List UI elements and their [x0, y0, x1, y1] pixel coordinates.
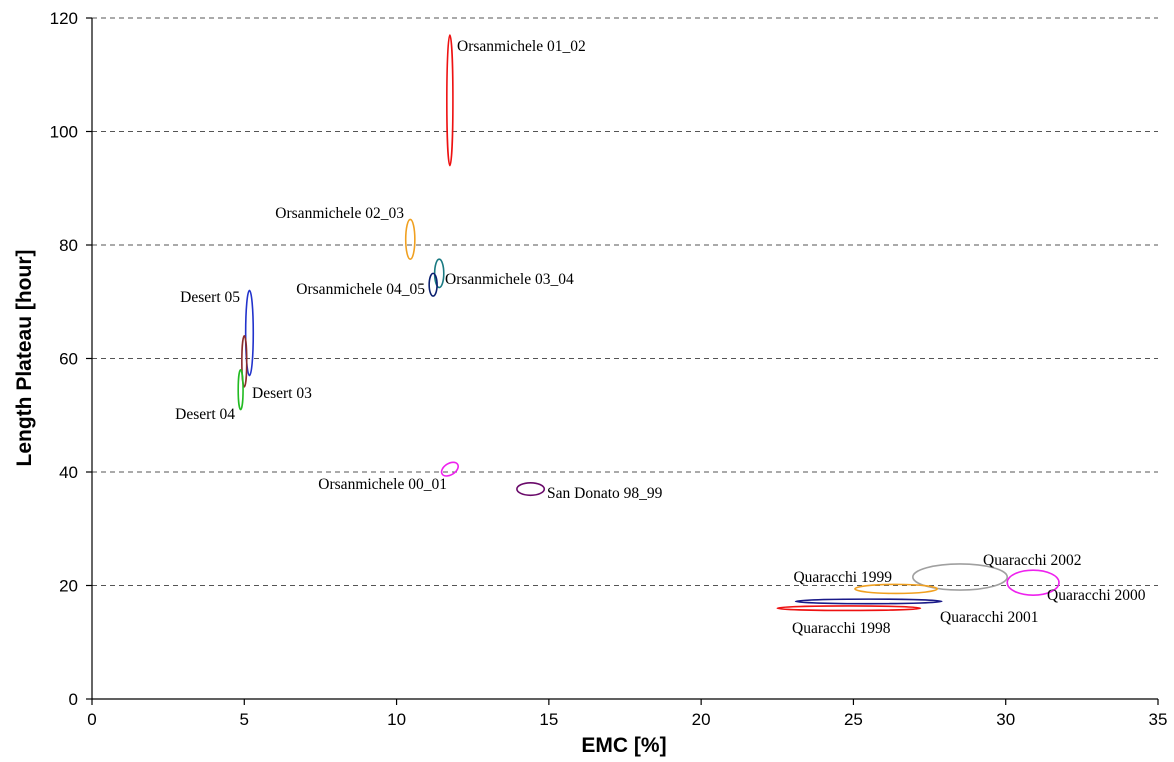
- x-tick-label: 5: [240, 710, 249, 729]
- x-tick-label: 20: [692, 710, 711, 729]
- ellipse-quaracchi-2000: [1006, 569, 1060, 596]
- data-label: Orsanmichele 02_03: [275, 205, 404, 222]
- ellipse-quaracchi-2001: [794, 598, 943, 605]
- x-axis-title: EMC [%]: [581, 734, 666, 757]
- data-label: San Donato 98_99: [547, 485, 663, 502]
- data-label: Orsanmichele 04_05: [296, 281, 425, 298]
- ellipse-orsanmichele-00-01: [440, 461, 459, 477]
- data-label: Quaracchi 2000: [1047, 587, 1146, 604]
- ellipse-san-donato-98-99: [516, 481, 546, 497]
- data-label: Quaracchi 2002: [983, 552, 1082, 569]
- data-labels: Orsanmichele 01_02 Orsanmichele 02_03 Orsa…: [175, 38, 1146, 637]
- y-tick-label: 20: [59, 577, 78, 596]
- data-label: Quaracchi 1998: [792, 620, 891, 637]
- y-axis-title: Length Plateau [hour]: [13, 250, 36, 467]
- ellipse-quaracchi-1998: [776, 605, 922, 612]
- ellipse-desert-05: [244, 289, 255, 377]
- ellipse-orsanmichele-01-02: [446, 34, 454, 167]
- axes: 0 20 40 60 80 100 120 0 5 10 15 20 25 30 35: [50, 9, 1168, 729]
- y-tick-label: 80: [59, 236, 78, 255]
- data-ellipses: [237, 34, 1060, 612]
- y-tick-label: 120: [50, 9, 78, 28]
- y-tick-label: 60: [59, 350, 78, 369]
- ellipse-orsanmichele-03-04: [433, 258, 445, 289]
- ellipse-orsanmichele-02-03: [404, 218, 416, 260]
- y-tick-label: 0: [69, 690, 78, 709]
- data-label: Quaracchi 1999: [793, 569, 892, 586]
- data-label: Orsanmichele 03_04: [445, 271, 574, 288]
- y-tick-label: 100: [50, 123, 78, 142]
- x-tick-label: 0: [87, 710, 96, 729]
- data-label: Desert 05: [180, 289, 240, 306]
- y-tick-label: 40: [59, 463, 78, 482]
- x-tick-label: 25: [844, 710, 863, 729]
- ellipse-quaracchi-1999: [854, 583, 938, 595]
- x-tick-label: 30: [996, 710, 1015, 729]
- ellipse-orsanmichele-04-05: [428, 272, 438, 297]
- data-label: Orsanmichele 01_02: [457, 38, 586, 55]
- data-label: Desert 04: [175, 406, 235, 423]
- ellipse-quaracchi-2002: [912, 563, 1009, 591]
- data-label: Desert 03: [252, 385, 312, 402]
- x-tick-label: 35: [1149, 710, 1168, 729]
- data-label: Orsanmichele 00_01: [318, 476, 447, 493]
- x-tick-label: 10: [387, 710, 406, 729]
- ellipse-desert-03: [241, 334, 248, 388]
- gridlines: [92, 17, 1158, 586]
- x-tick-label: 15: [539, 710, 558, 729]
- ellipse-desert-04: [237, 369, 244, 411]
- data-label: Quaracchi 2001: [940, 609, 1039, 626]
